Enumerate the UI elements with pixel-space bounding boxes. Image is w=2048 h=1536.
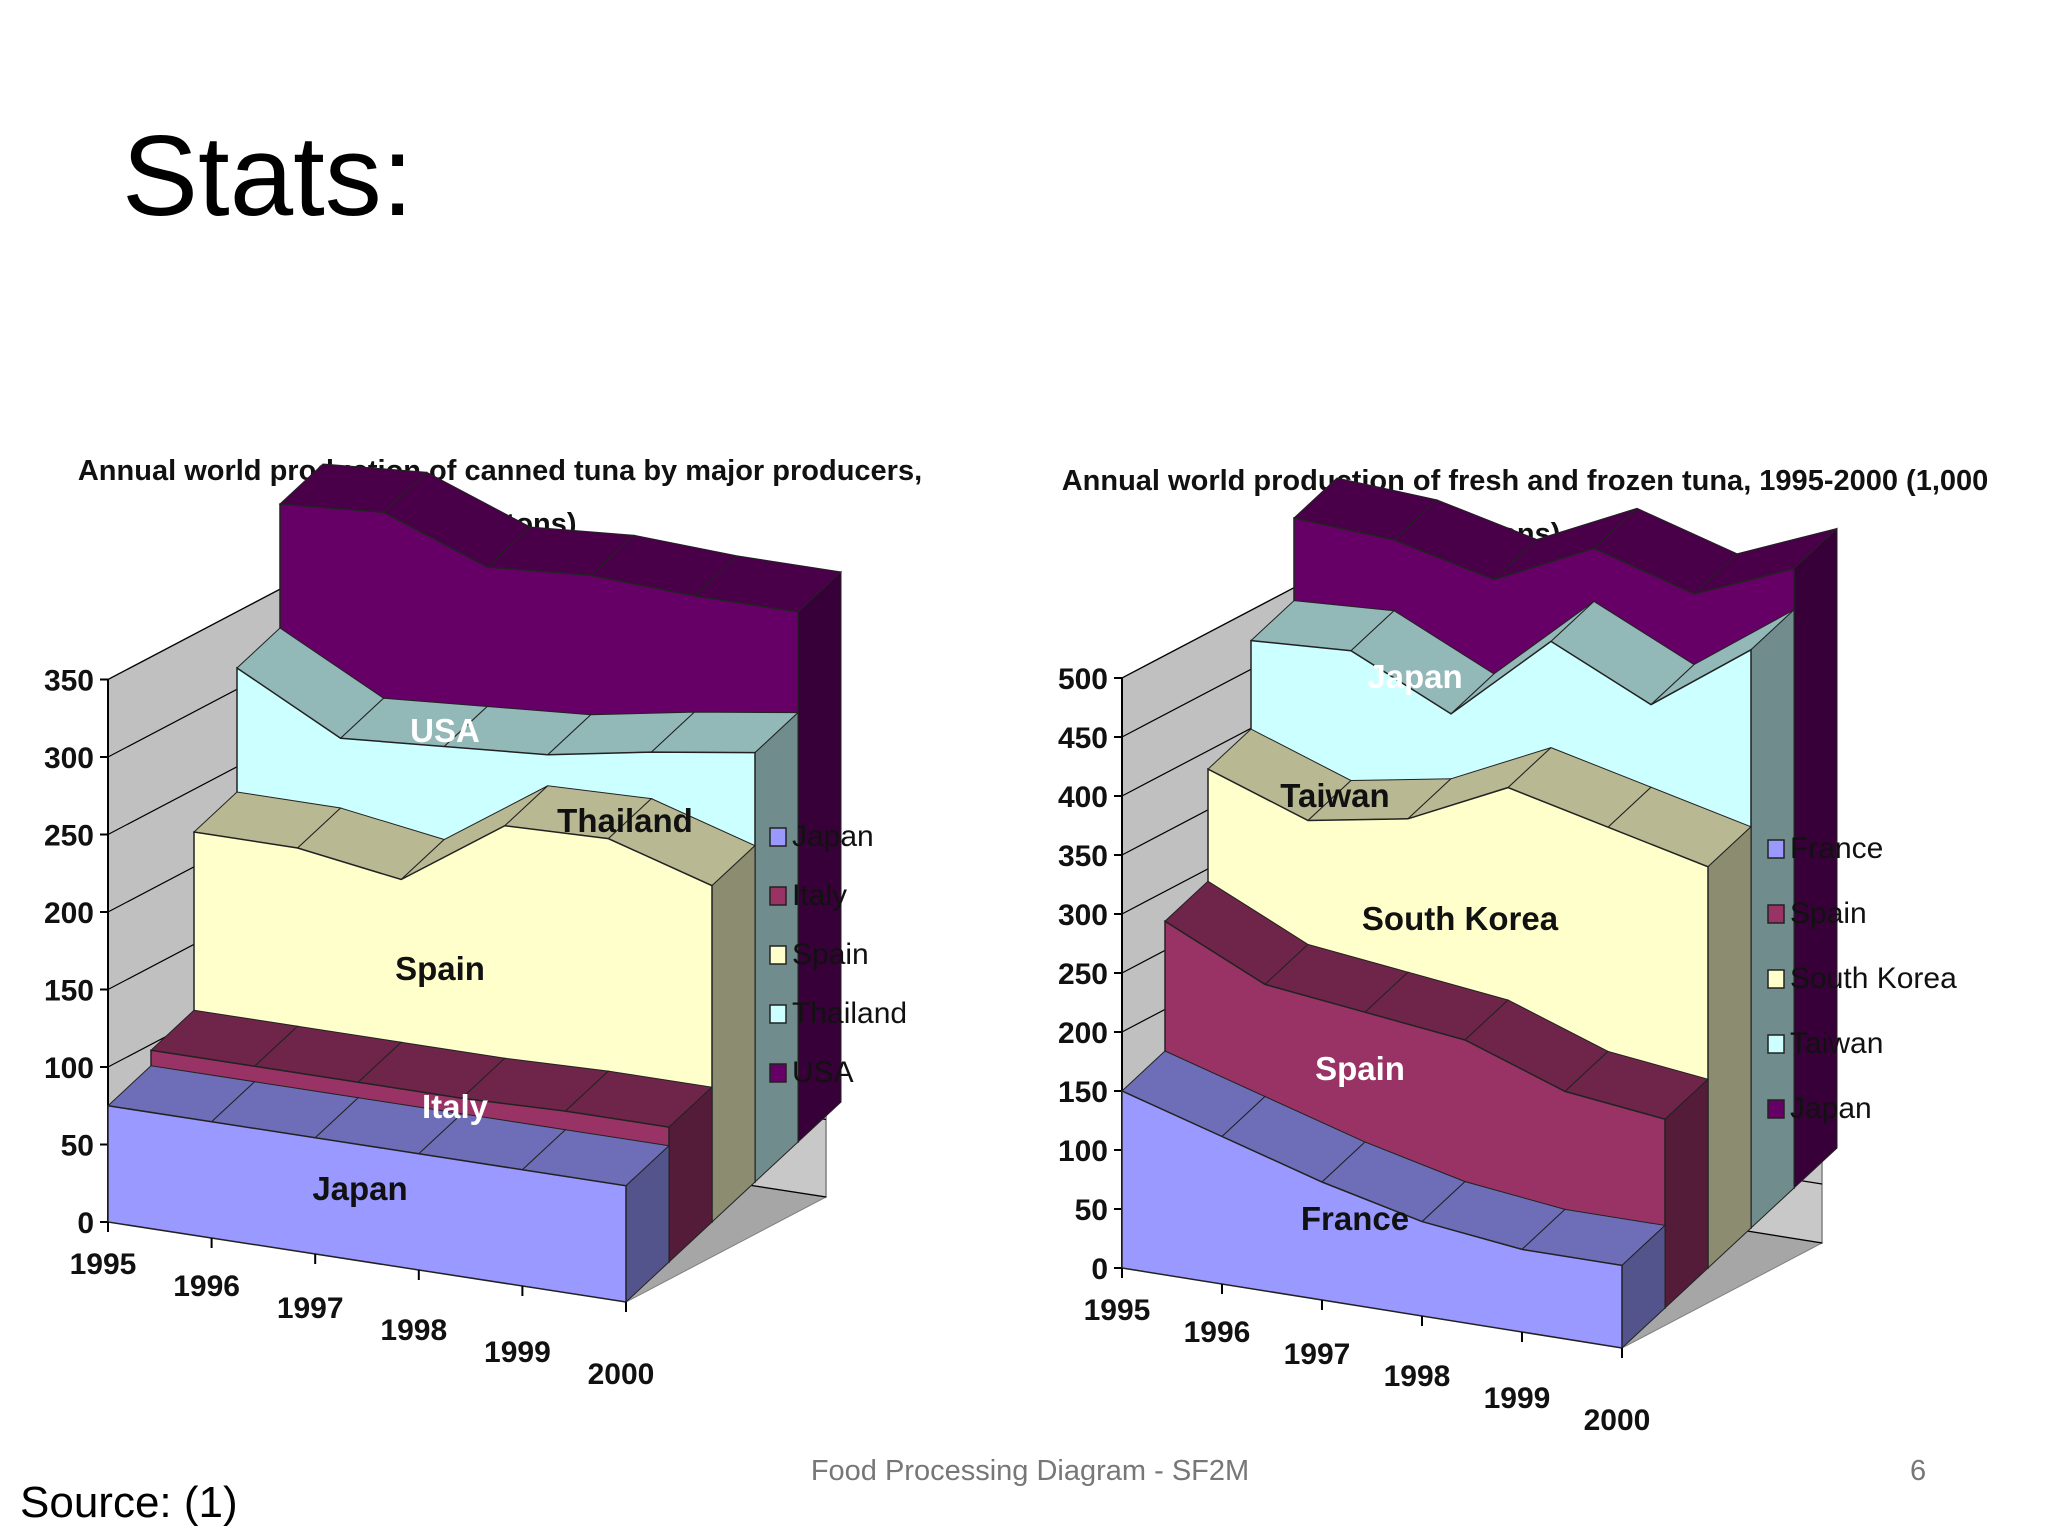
- area-label-japan: Japan: [312, 1170, 407, 1207]
- y-tick-label: 0: [1091, 1253, 1108, 1286]
- legend-label-italy: Italy: [792, 879, 847, 912]
- x-tick-label: 1996: [173, 1270, 240, 1303]
- chart-2: 0 50 100 150 200 250 300 350 400 450 500 1995 1996 19…: [1058, 477, 1957, 1437]
- y-tick-label: 350: [44, 665, 94, 698]
- legend-label-spain: Spain: [1790, 897, 1867, 930]
- legend-swatch-thailand: [769, 1004, 787, 1024]
- x-tick-label: 1995: [1084, 1294, 1151, 1327]
- x-tick-label: 2000: [1584, 1404, 1651, 1437]
- x-tick-label: 1999: [1484, 1382, 1551, 1415]
- legend-label-thailand: Thailand: [792, 997, 907, 1030]
- area-label-thailand: Thailand: [557, 802, 693, 839]
- y-tick-label: 350: [1058, 840, 1108, 873]
- legend-swatch-italy: [769, 886, 787, 906]
- x-tick-label: 1996: [1184, 1316, 1251, 1349]
- area-label-france: France: [1301, 1200, 1409, 1237]
- legend-label-japan: Japan: [792, 820, 874, 853]
- y-tick-label: 450: [1058, 722, 1108, 755]
- y-tick-label: 300: [44, 742, 94, 775]
- area-label-spain: Spain: [395, 950, 485, 987]
- y-tick-label: 250: [1058, 958, 1108, 991]
- legend-swatch-japan: [1767, 1099, 1785, 1119]
- legend-swatch-spain: [1767, 904, 1785, 924]
- y-tick-label: 150: [44, 975, 94, 1008]
- x-tick-label: 1999: [484, 1336, 551, 1369]
- y-tick-label: 100: [44, 1052, 94, 1085]
- legend-swatch-usa: [769, 1063, 787, 1083]
- legend-swatch-south-korea: [1767, 969, 1785, 989]
- y-tick-label: 400: [1058, 781, 1108, 814]
- y-tick-label: 150: [1058, 1076, 1108, 1109]
- legend-swatch-spain: [769, 945, 787, 965]
- y-tick-label: 100: [1058, 1135, 1108, 1168]
- footer-text: Food Processing Diagram - SF2M: [810, 1455, 1250, 1487]
- y-tick-label: 250: [44, 820, 94, 853]
- chart-1: 0 50 100 150 200 250 300 350 1995 1996 1997 1998 199…: [44, 463, 907, 1391]
- y-tick-label: 200: [44, 897, 94, 930]
- y-tick-label: 0: [77, 1207, 94, 1240]
- y-tick-label: 300: [1058, 899, 1108, 932]
- area-label-south-korea: South Korea: [1362, 900, 1559, 937]
- series-end-spain: [711, 844, 756, 1224]
- legend: France Spain South Korea Taiwan Japan: [1767, 832, 1957, 1125]
- legend: Japan Italy Spain Thailand USA: [769, 820, 907, 1089]
- series-area-france: [1121, 1089, 1623, 1349]
- area-label-taiwan: Taiwan: [1280, 777, 1389, 814]
- y-tick-label: 500: [1058, 663, 1108, 696]
- x-tick-label: 1995: [70, 1248, 137, 1281]
- y-tick-label: 50: [61, 1130, 94, 1163]
- legend-label-spain: Spain: [792, 938, 869, 971]
- series-end-south-korea: [1707, 825, 1752, 1270]
- area-label-italy: Italy: [422, 1088, 489, 1125]
- area-label-spain: Spain: [1315, 1050, 1405, 1087]
- page-number: 6: [1910, 1455, 1927, 1487]
- y-tick-label: 50: [1075, 1194, 1108, 1227]
- legend-label-south-korea: South Korea: [1790, 962, 1957, 995]
- x-tick-label: 1997: [277, 1292, 344, 1325]
- legend-swatch-france: [1767, 839, 1785, 859]
- series-end-spain: [1664, 1078, 1709, 1310]
- legend-label-japan: Japan: [1790, 1092, 1872, 1125]
- x-tick-label: 1998: [1384, 1360, 1451, 1393]
- area-label-japan: Japan: [1367, 658, 1462, 695]
- legend-label-usa: USA: [792, 1056, 854, 1089]
- slide-title: Stats:: [122, 113, 414, 240]
- side-gridline: [1121, 572, 1323, 679]
- legend-label-france: France: [1790, 832, 1883, 865]
- x-tick-label: 2000: [588, 1358, 655, 1391]
- y-tick-label: 200: [1058, 1017, 1108, 1050]
- area-label-usa: USA: [410, 712, 480, 749]
- legend-label-taiwan: Taiwan: [1790, 1027, 1883, 1060]
- x-tick-label: 1998: [380, 1314, 447, 1347]
- chart-title-canned-tuna: Annual world production of canned tuna b…: [77, 455, 923, 540]
- source-note: Source: (1): [20, 1478, 238, 1527]
- legend-swatch-japan: [769, 827, 787, 847]
- series-area-japan: [107, 1104, 627, 1303]
- side-gridline: [107, 573, 309, 681]
- x-tick-label: 1997: [1284, 1338, 1351, 1371]
- legend-swatch-taiwan: [1767, 1034, 1785, 1054]
